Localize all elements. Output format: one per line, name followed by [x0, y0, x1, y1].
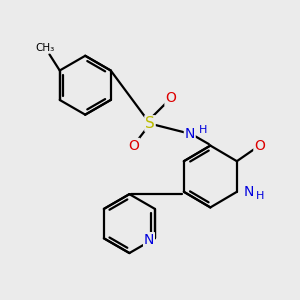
Text: N: N: [144, 233, 154, 247]
Text: H: H: [256, 191, 264, 201]
Text: O: O: [128, 139, 139, 153]
Text: O: O: [254, 139, 265, 153]
Text: O: O: [165, 92, 176, 106]
Text: CH₃: CH₃: [35, 43, 55, 53]
Text: N: N: [243, 185, 254, 199]
Text: N: N: [184, 127, 195, 141]
Text: H: H: [199, 125, 207, 135]
Text: S: S: [145, 116, 155, 131]
